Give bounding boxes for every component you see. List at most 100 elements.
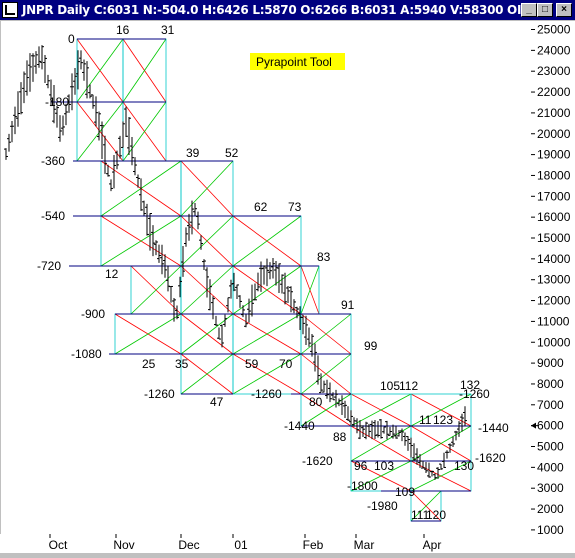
date-tick-label: Nov bbox=[113, 538, 134, 552]
bar-count-label: 130 bbox=[454, 459, 474, 473]
maximize-button[interactable]: □ bbox=[537, 3, 553, 17]
price-tick-label: 19000 bbox=[537, 148, 571, 162]
bar-count-label: 80 bbox=[309, 395, 323, 409]
diag-line-green bbox=[76, 101, 124, 162]
date-tick-label: Apr bbox=[423, 538, 442, 552]
price-tick-label: 9000 bbox=[537, 356, 564, 370]
price-tick-label: 14000 bbox=[537, 252, 571, 266]
date-axis[interactable]: Oct Nov Dec 01 Feb Mar Apr bbox=[0, 534, 575, 553]
level-label: 0 bbox=[68, 32, 75, 46]
chart-app-icon[interactable] bbox=[2, 2, 18, 18]
date-tick-label: Mar bbox=[354, 538, 375, 552]
diag-line-green bbox=[180, 160, 234, 217]
diag-line-green bbox=[410, 425, 472, 462]
diag-line-green bbox=[410, 490, 442, 522]
pyrapoint-labels: 0 -180 -360 -540 -720 -900 -1080 -1260 -1260 -144… bbox=[37, 23, 509, 522]
diag-line-green bbox=[300, 313, 352, 355]
bar-count-label: 31 bbox=[161, 23, 175, 37]
level-label: -900 bbox=[81, 307, 105, 321]
diag-line-green bbox=[350, 393, 412, 427]
price-tick-label: 2000 bbox=[537, 502, 564, 516]
diag-line-green bbox=[300, 265, 320, 315]
price-tick-label: 22000 bbox=[537, 85, 571, 99]
date-tick-label: Dec bbox=[178, 538, 199, 552]
level-label: -1440 bbox=[284, 419, 315, 433]
level-label: -1080 bbox=[71, 347, 102, 361]
diag-line-green bbox=[76, 38, 124, 103]
price-axis[interactable]: 25000 24000 23000 22000 21000 20000 19000 18000… bbox=[531, 21, 575, 537]
diag-line-green bbox=[122, 101, 167, 162]
price-tick-label: 11000 bbox=[537, 314, 570, 328]
diag-line-green bbox=[232, 353, 302, 395]
level-label: -360 bbox=[41, 154, 65, 168]
bar-count-label: 132 bbox=[460, 378, 480, 392]
diag-line-green bbox=[130, 265, 182, 315]
diag-line-green bbox=[232, 313, 302, 355]
diag-line-green bbox=[180, 313, 234, 355]
title-bar[interactable]: JNPR Daily C:6031 N:-504.0 H:6426 L:5870… bbox=[0, 0, 575, 20]
diag-line-green bbox=[350, 460, 412, 492]
price-tick-label: 23000 bbox=[537, 64, 571, 78]
bar-count-label: 111 bbox=[411, 508, 430, 522]
bar-count-label: 70 bbox=[279, 357, 293, 371]
bar-count-label: 99 bbox=[364, 339, 378, 353]
diag-line-green bbox=[300, 353, 352, 395]
tool-label: Pyrapoint Tool bbox=[256, 55, 332, 69]
level-label: -1440 bbox=[478, 421, 509, 435]
pyrapoint-levels bbox=[51, 38, 471, 522]
level-label: -1260 bbox=[251, 387, 282, 401]
price-tick-label: 20000 bbox=[537, 127, 571, 141]
bar-count-label: 25 bbox=[142, 357, 156, 371]
diag-line-green bbox=[180, 215, 234, 267]
bar-count-label: 109 bbox=[395, 485, 415, 499]
price-tick-label: 24000 bbox=[537, 43, 571, 57]
diag-line-green bbox=[410, 460, 472, 492]
bar-count-label: 120 bbox=[426, 508, 446, 522]
price-tick-label: 5000 bbox=[537, 440, 564, 454]
level-label: -1800 bbox=[347, 479, 378, 493]
bar-count-label: 62 bbox=[254, 200, 268, 214]
bar-count-label: 16 bbox=[116, 23, 130, 37]
price-tick-label: 4000 bbox=[537, 460, 564, 474]
price-tick-label: 15000 bbox=[537, 231, 571, 245]
window-title: JNPR Daily C:6031 N:-504.0 H:6426 L:5870… bbox=[22, 3, 550, 17]
price-tick-label: 21000 bbox=[537, 106, 571, 120]
level-label: -180 bbox=[45, 95, 69, 109]
bar-count-label: 59 bbox=[245, 357, 259, 371]
price-tick-label: 7000 bbox=[537, 398, 564, 412]
price-tick-label: 18000 bbox=[537, 168, 571, 182]
bar-count-label: 12 bbox=[105, 267, 119, 281]
diag-line-green bbox=[100, 215, 182, 267]
diag-line-green bbox=[232, 265, 302, 315]
bar-count-label: 39 bbox=[186, 146, 200, 160]
tool-label-bg bbox=[250, 53, 345, 70]
price-tick-label: 8000 bbox=[537, 377, 564, 391]
level-label: -1980 bbox=[367, 499, 398, 513]
date-tick-label: 01 bbox=[234, 538, 248, 552]
bar-count-label: 11 bbox=[419, 413, 432, 427]
date-tick-label: Oct bbox=[49, 538, 68, 552]
chart-plot-area[interactable]: 0 -180 -360 -540 -720 -900 -1080 -1260 -1260 -144… bbox=[1, 21, 531, 534]
close-button[interactable]: × bbox=[556, 3, 572, 17]
price-tick-label: 6000 bbox=[537, 419, 564, 433]
diag-line-green bbox=[114, 313, 182, 355]
price-bars bbox=[4, 45, 467, 480]
price-chart-svg[interactable]: 0 -180 -360 -540 -720 -900 -1080 -1260 -1260 -144… bbox=[1, 21, 531, 534]
bar-count-label: 47 bbox=[210, 395, 224, 409]
bar-count-label: 123 bbox=[433, 413, 453, 427]
bar-count-label: 112 bbox=[399, 379, 418, 393]
date-tick-label: Feb bbox=[303, 538, 324, 552]
diag-line-green bbox=[232, 215, 302, 267]
price-tick-label: 16000 bbox=[537, 210, 571, 224]
diag-line-green bbox=[300, 393, 352, 427]
price-tick-label: 13000 bbox=[537, 273, 571, 287]
level-label: -720 bbox=[37, 259, 61, 273]
bar-count-label: 103 bbox=[374, 459, 394, 473]
level-label: -1260 bbox=[144, 387, 175, 401]
bar-count-label: 96 bbox=[354, 459, 368, 473]
price-tick-label: 25000 bbox=[537, 23, 571, 37]
bar-count-label: 105 bbox=[380, 379, 400, 393]
minimize-button[interactable]: _ bbox=[521, 3, 537, 17]
level-label: -1620 bbox=[302, 454, 333, 468]
